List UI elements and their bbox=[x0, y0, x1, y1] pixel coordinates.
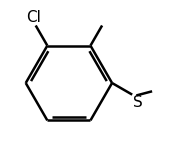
Text: S: S bbox=[133, 95, 143, 110]
Text: Cl: Cl bbox=[27, 10, 42, 25]
